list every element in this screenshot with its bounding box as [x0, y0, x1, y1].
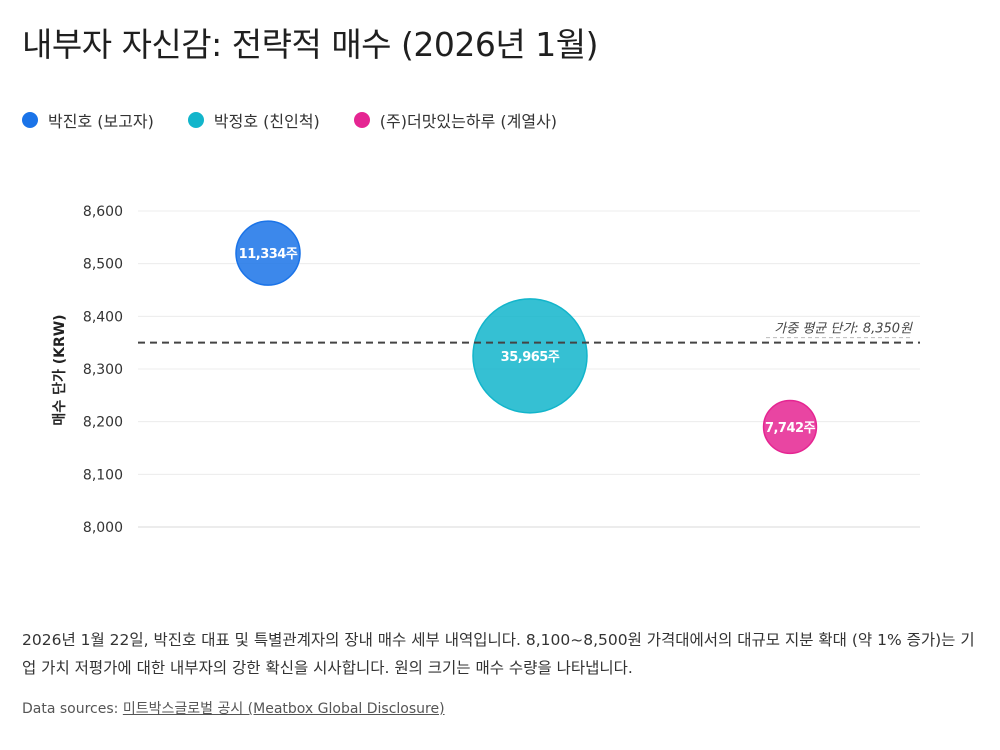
chart-caption: 2026년 1월 22일, 박진호 대표 및 특별관계자의 장내 매수 세부 내… [22, 631, 975, 677]
bubble-point[interactable] [472, 298, 588, 414]
chart-bubbles: 11,334주 35,965주 7,742주 [235, 220, 818, 455]
legend-swatch-affiliate [353, 112, 370, 128]
legend-item-affiliate[interactable]: (주)더맛있는하루 (계열사) [353, 108, 558, 132]
weighted-average-label: 가중 평균 단가: 8,350원 [774, 322, 913, 337]
y-axis-ticks: 8,000 8,100 8,200 8,300 8,400 8,500 8,600 [83, 204, 123, 536]
bubble-data-label: 35,965주 [501, 350, 560, 365]
y-tick-label: 8,300 [83, 362, 123, 378]
y-tick-label: 8,200 [83, 415, 123, 431]
legend-item-reporter[interactable]: 박진호 (보고자) [22, 108, 154, 132]
data-sources: Data sources: 미트박스글로벌 공시 (Meatbox Global… [22, 698, 445, 718]
legend-label-affiliate: (주)더맛있는하루 (계열사) [379, 112, 558, 131]
bubble-point[interactable] [762, 399, 818, 455]
y-tick-label: 8,400 [83, 309, 123, 325]
legend-swatch-reporter [22, 112, 38, 128]
bubble-point[interactable] [235, 220, 301, 286]
chart-legend: 박진호 (보고자) 박정호 (친인척) (주)더맛있는하루 (계열사) [22, 108, 557, 132]
y-tick-label: 8,500 [83, 257, 123, 273]
legend-item-relative[interactable]: 박정호 (친인척) [187, 108, 320, 132]
legend-swatch-relative [187, 112, 204, 128]
data-sources-prefix: Data sources: [22, 701, 119, 717]
bubble-chart: 8,000 8,100 8,200 8,300 8,400 8,500 8,600 매수 단… [51, 204, 920, 536]
data-source-link[interactable]: 미트박스글로벌 공시 (Meatbox Global Disclosure) [122, 701, 445, 717]
y-tick-label: 8,000 [83, 520, 123, 536]
y-tick-label: 8,600 [83, 204, 123, 220]
legend-label-relative: 박정호 (친인척) [213, 112, 320, 131]
y-tick-label: 8,100 [83, 467, 123, 483]
y-axis-label: 매수 단가 (KRW) [51, 314, 68, 425]
bubble-data-label: 11,334주 [239, 247, 298, 262]
page-title: 내부자 자신감: 전략적 매수 (2026년 1월) [22, 25, 598, 64]
bubble-data-label: 7,742주 [765, 421, 816, 436]
legend-label-reporter: 박진호 (보고자) [48, 112, 154, 131]
